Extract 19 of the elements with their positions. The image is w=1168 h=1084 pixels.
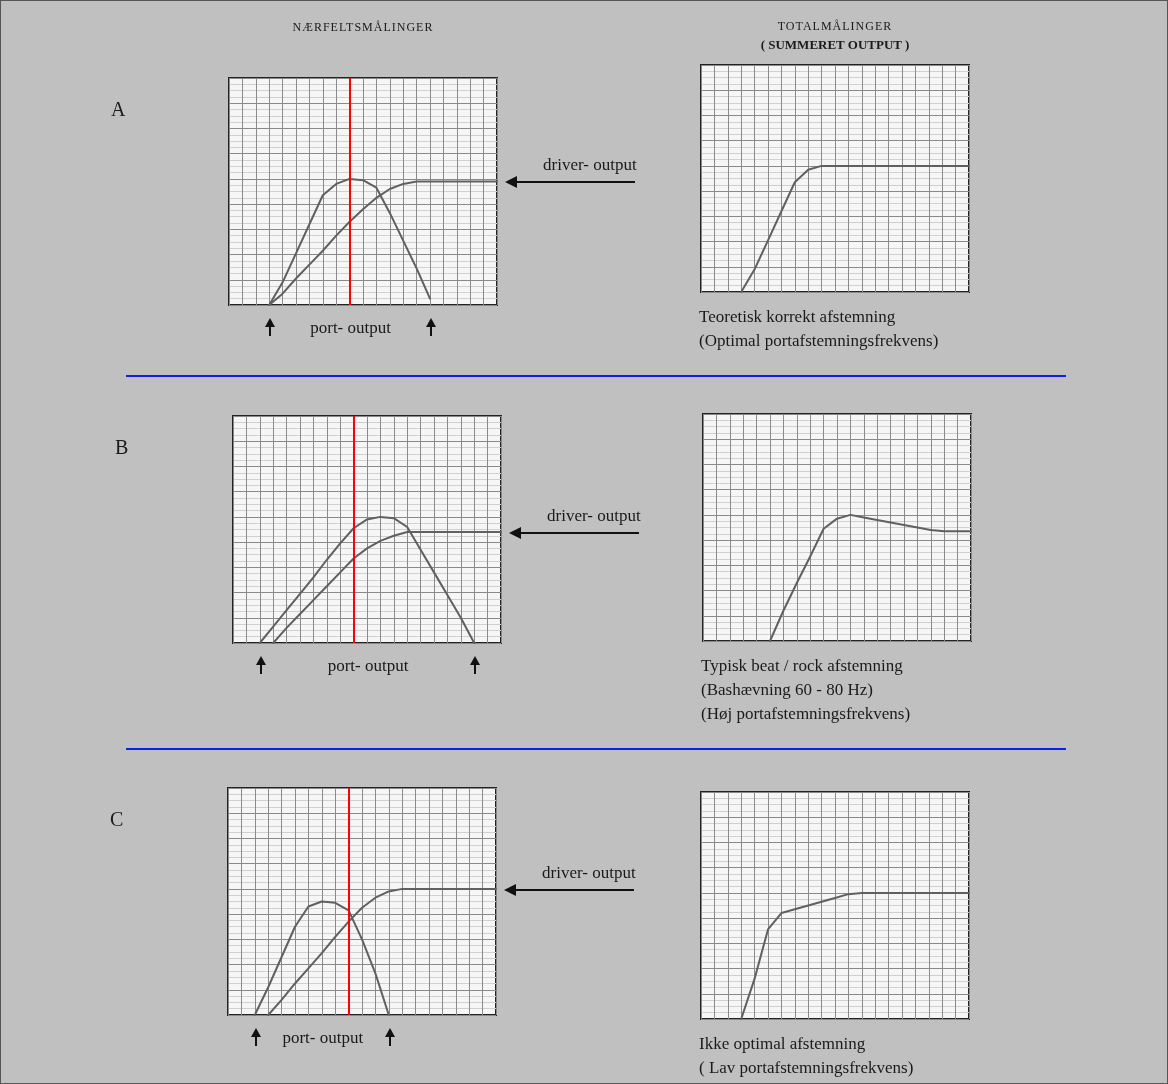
text: driver- output [547, 506, 641, 527]
text: port- output [326, 656, 410, 676]
text: (Bashævning 60 - 80 Hz) [701, 680, 873, 700]
chart-title: NÆRFELTSMÅLINGER [291, 20, 435, 35]
text: port- output [281, 1028, 365, 1048]
text: C [110, 808, 124, 831]
text: Teoretisk korrekt afstemning [699, 307, 896, 327]
text: driver- output [542, 862, 636, 883]
text: port- output [309, 318, 392, 338]
chart-subtitle: ( SUMMERET OUTPUT ) [759, 37, 911, 53]
text: ( Lav portafstemningsfrekvens) [699, 1058, 914, 1078]
text: B [115, 436, 129, 459]
text: driver- output [543, 155, 637, 176]
text: Typisk beat / rock afstemning [701, 656, 903, 676]
text: Ikke optimal afstemning [699, 1034, 866, 1054]
text: (Høj portafstemningsfrekvens) [701, 704, 911, 724]
text: (Optimal portafstemningsfrekvens) [699, 331, 939, 351]
text: A [111, 98, 126, 121]
chart-title: TOTALMÅLINGER [776, 19, 894, 34]
